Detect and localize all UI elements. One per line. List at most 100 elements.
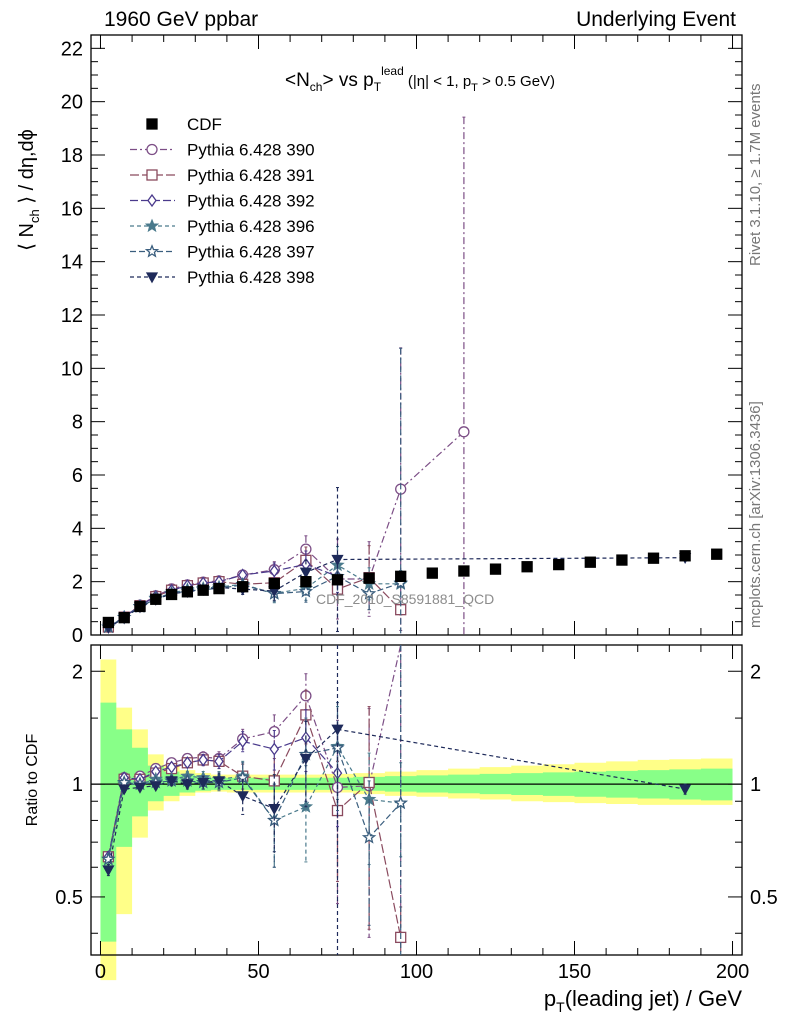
data-point — [213, 582, 225, 595]
legend-item: Pythia 6.428 390 — [130, 141, 315, 160]
ratio-y-tick-label: 1 — [72, 774, 83, 796]
ratio-y-tick-label: 0.5 — [55, 887, 83, 909]
y-tick-label: 22 — [61, 38, 83, 60]
series-line — [107, 644, 402, 857]
data-point — [212, 776, 226, 788]
legend-marker — [144, 244, 160, 258]
x-tick-label: 150 — [558, 961, 591, 983]
series-line — [107, 745, 401, 860]
series-pythia-6-428-398 — [102, 645, 692, 955]
y-tick-label: 10 — [61, 358, 83, 380]
y-tick-label: 16 — [61, 198, 83, 220]
series-cdf — [102, 548, 723, 629]
analysis-watermark: CDF_2010_S8591881_QCD — [316, 591, 494, 607]
legend-marker — [146, 118, 158, 130]
data-point — [361, 830, 377, 844]
legend-label: Pythia 6.428 397 — [187, 243, 315, 262]
data-point — [426, 567, 438, 579]
data-point — [299, 567, 312, 579]
data-point — [118, 612, 130, 624]
y-tick-label: 12 — [61, 305, 83, 327]
y-tick-label: 2 — [72, 572, 83, 594]
legend-item: CDF — [146, 115, 222, 134]
data-point — [214, 754, 224, 768]
data-point — [711, 548, 723, 560]
data-point — [101, 851, 116, 866]
ratio-band-inner — [100, 702, 733, 942]
legend-label: Pythia 6.428 391 — [187, 166, 315, 185]
series-line — [107, 713, 402, 938]
data-point — [198, 753, 208, 767]
x-tick-label: 200 — [716, 961, 749, 983]
data-point — [237, 734, 248, 748]
header-analysis: Underlying Event — [576, 8, 736, 31]
legend-marker — [146, 169, 158, 181]
data-point — [393, 795, 408, 810]
y-tick-label: 8 — [72, 412, 83, 434]
data-point — [679, 550, 691, 562]
data-point — [236, 791, 249, 803]
data-point — [361, 586, 377, 600]
ratio-y-tick-label: 2 — [72, 661, 83, 683]
ratio-uncertainty-bands — [91, 659, 742, 981]
series-pythia-6-428-391 — [102, 545, 407, 633]
data-point — [150, 593, 162, 605]
data-point — [331, 724, 344, 736]
data-point — [298, 584, 314, 598]
legend-label: Pythia 6.428 390 — [187, 141, 315, 160]
legend-label: Pythia 6.428 396 — [187, 217, 315, 236]
legend-item: Pythia 6.428 397 — [130, 243, 315, 262]
ratio-panel-series — [101, 644, 692, 955]
legend-marker — [144, 218, 160, 233]
data-point — [197, 777, 210, 789]
data-point — [616, 554, 628, 566]
data-point — [395, 570, 407, 582]
data-point — [331, 554, 344, 566]
data-point — [647, 552, 660, 564]
data-point — [489, 563, 502, 575]
legend-item: Pythia 6.428 392 — [130, 192, 315, 211]
legend-label: Pythia 6.428 398 — [187, 268, 315, 287]
data-point — [553, 558, 565, 571]
legend-label: Pythia 6.428 392 — [187, 192, 315, 211]
data-point — [299, 753, 312, 765]
legend-marker — [146, 143, 158, 156]
data-point — [679, 784, 692, 796]
data-point — [269, 564, 280, 578]
ratio-y-axis-title: Ratio to CDF — [24, 734, 41, 827]
data-point — [197, 584, 209, 596]
x-tick-label: 100 — [400, 961, 433, 983]
y-tick-label: 0 — [72, 625, 83, 647]
legend-item: Pythia 6.428 398 — [130, 268, 315, 287]
legend-label: CDF — [187, 115, 222, 134]
data-point — [182, 756, 193, 770]
legend-item: Pythia 6.428 391 — [130, 166, 315, 185]
ratio-y-tick-label-right: 2 — [750, 661, 761, 683]
series-line — [108, 564, 401, 628]
data-point — [521, 561, 533, 573]
data-point — [165, 588, 178, 601]
data-point — [102, 865, 115, 877]
y-axis-title: ⟨ Nch ⟩ / dη,dϕ — [16, 129, 42, 251]
legend-item: Pythia 6.428 396 — [130, 217, 315, 236]
data-point — [458, 426, 470, 438]
header-energy: 1960 GeV ppbar — [104, 8, 259, 31]
legend: CDF Pythia 6.428 390 Pythia 6.428 391 Pythi… — [130, 115, 315, 287]
y-tick-label: 14 — [61, 252, 83, 274]
ratio-y-tick-label-right: 1 — [750, 774, 761, 796]
y-tick-label: 20 — [61, 92, 83, 114]
data-point — [133, 782, 147, 794]
data-point — [165, 776, 178, 788]
data-point — [118, 784, 131, 796]
data-point — [181, 586, 194, 598]
x-tick-label: 0 — [95, 961, 106, 983]
series-pythia-6-428-391 — [102, 689, 407, 955]
legend-marker — [145, 272, 159, 284]
axis-labels: <Nch> vs pTlead (|η| < 1, pT > 0.5 GeV) … — [16, 64, 742, 1015]
main-panel-series — [101, 116, 723, 635]
data-point — [331, 574, 344, 586]
data-point — [134, 600, 146, 613]
x-tick-label: 50 — [247, 961, 269, 983]
